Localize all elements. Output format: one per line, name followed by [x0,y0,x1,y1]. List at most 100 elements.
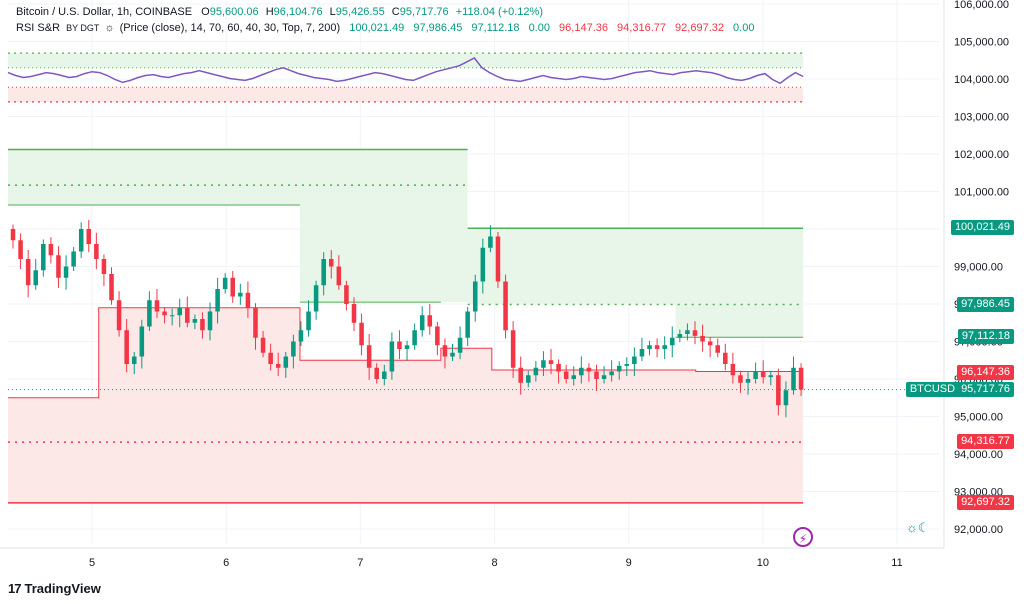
candle[interactable] [359,322,364,346]
candle[interactable] [10,229,16,241]
candle[interactable] [41,244,46,271]
price-tag[interactable]: 97,112.18 [957,329,1014,345]
candle[interactable] [321,259,326,286]
candle[interactable] [25,259,31,286]
candle[interactable] [450,352,455,357]
candle[interactable] [791,367,796,391]
candle[interactable] [685,330,690,334]
candle[interactable] [654,345,660,349]
symbol-legend[interactable]: Bitcoin / U.S. Dollar, 1h, COINBASE O95,… [16,5,543,19]
candle[interactable] [351,304,357,323]
candle[interactable] [169,315,175,317]
candle[interactable] [707,341,713,346]
candle[interactable] [435,326,440,346]
candle[interactable] [616,365,622,372]
price-tag[interactable]: 96,147.36 [957,365,1014,381]
tradingview-logo[interactable]: 17 TradingView [8,581,101,596]
indicator-name[interactable]: RSI S&R [16,22,61,34]
price-tag[interactable]: 97,986.45 [957,296,1014,312]
candle[interactable] [109,274,114,301]
candle[interactable] [662,345,667,349]
candle[interactable] [472,281,478,312]
price-axis[interactable]: 106,000.00 105,000.00 104,000.00 103,000.00… [954,0,1009,536]
candle[interactable] [328,259,334,267]
candle[interactable] [419,315,425,331]
candle[interactable] [124,330,129,364]
candle[interactable] [313,285,319,312]
candle[interactable] [609,371,614,376]
time-axis[interactable]: 5 6 7 8 9 10 11 [89,557,903,569]
candle[interactable] [154,300,160,312]
candle[interactable] [366,345,372,368]
candle[interactable] [230,277,236,297]
candle[interactable] [397,341,402,350]
candle[interactable] [101,259,107,274]
candle[interactable] [71,251,76,267]
candle[interactable] [245,292,251,308]
candle[interactable] [56,255,61,278]
candle[interactable] [78,229,84,252]
candle[interactable] [222,277,228,289]
candle[interactable] [533,367,539,376]
candle[interactable] [200,319,205,331]
candle[interactable] [601,375,607,379]
candle[interactable] [495,236,501,282]
candle[interactable] [192,319,198,323]
candle[interactable] [291,341,296,357]
candle[interactable] [503,281,508,331]
price-tag[interactable]: 100,021.49 [950,220,1014,236]
candle[interactable] [518,367,523,383]
candle[interactable] [162,311,167,316]
lightning-icon[interactable]: ⚡ [793,527,813,547]
candle[interactable] [260,337,266,353]
candle[interactable] [669,337,675,346]
price-tag[interactable]: 92,697.32 [957,494,1014,510]
candle[interactable] [306,311,311,331]
candle[interactable] [215,289,220,312]
candle[interactable] [275,364,281,368]
candle[interactable] [647,345,652,349]
sun-icon[interactable]: ☼☾ [906,520,930,535]
candle[interactable] [268,352,273,364]
candle[interactable] [526,375,531,383]
candle[interactable] [442,345,448,357]
candles[interactable] [10,220,804,418]
candle[interactable] [586,367,592,372]
candle[interactable] [33,270,39,286]
candle[interactable] [412,330,417,346]
candle[interactable] [389,341,395,372]
candle[interactable] [116,300,122,331]
candle[interactable] [336,266,342,286]
candle[interactable] [571,375,577,379]
candle[interactable] [139,326,145,357]
candle[interactable] [404,345,410,349]
candle[interactable] [488,236,493,248]
candle[interactable] [783,390,789,406]
candle[interactable] [556,364,561,372]
candle[interactable] [480,247,486,282]
candle[interactable] [594,371,599,380]
candle[interactable] [253,307,258,338]
candle[interactable] [238,292,243,297]
candle[interactable] [94,244,99,259]
candle[interactable] [700,335,705,342]
candle[interactable] [738,375,743,383]
candle[interactable] [298,330,304,342]
candle[interactable] [510,330,516,368]
candle[interactable] [768,375,774,378]
candle[interactable] [185,307,190,323]
candle[interactable] [624,364,630,366]
candle[interactable] [86,229,92,244]
candle[interactable] [579,367,584,376]
symbol-title[interactable]: Bitcoin / U.S. Dollar, 1h, COINBASE [16,6,193,18]
candle[interactable] [677,334,683,338]
candle[interactable] [283,356,289,368]
candle[interactable] [715,345,721,353]
candle[interactable] [541,360,546,368]
candle[interactable] [344,285,349,304]
candle[interactable] [563,371,569,380]
candle[interactable] [798,367,804,390]
candle[interactable] [457,337,463,353]
candle[interactable] [382,371,387,380]
candle[interactable] [177,307,182,316]
